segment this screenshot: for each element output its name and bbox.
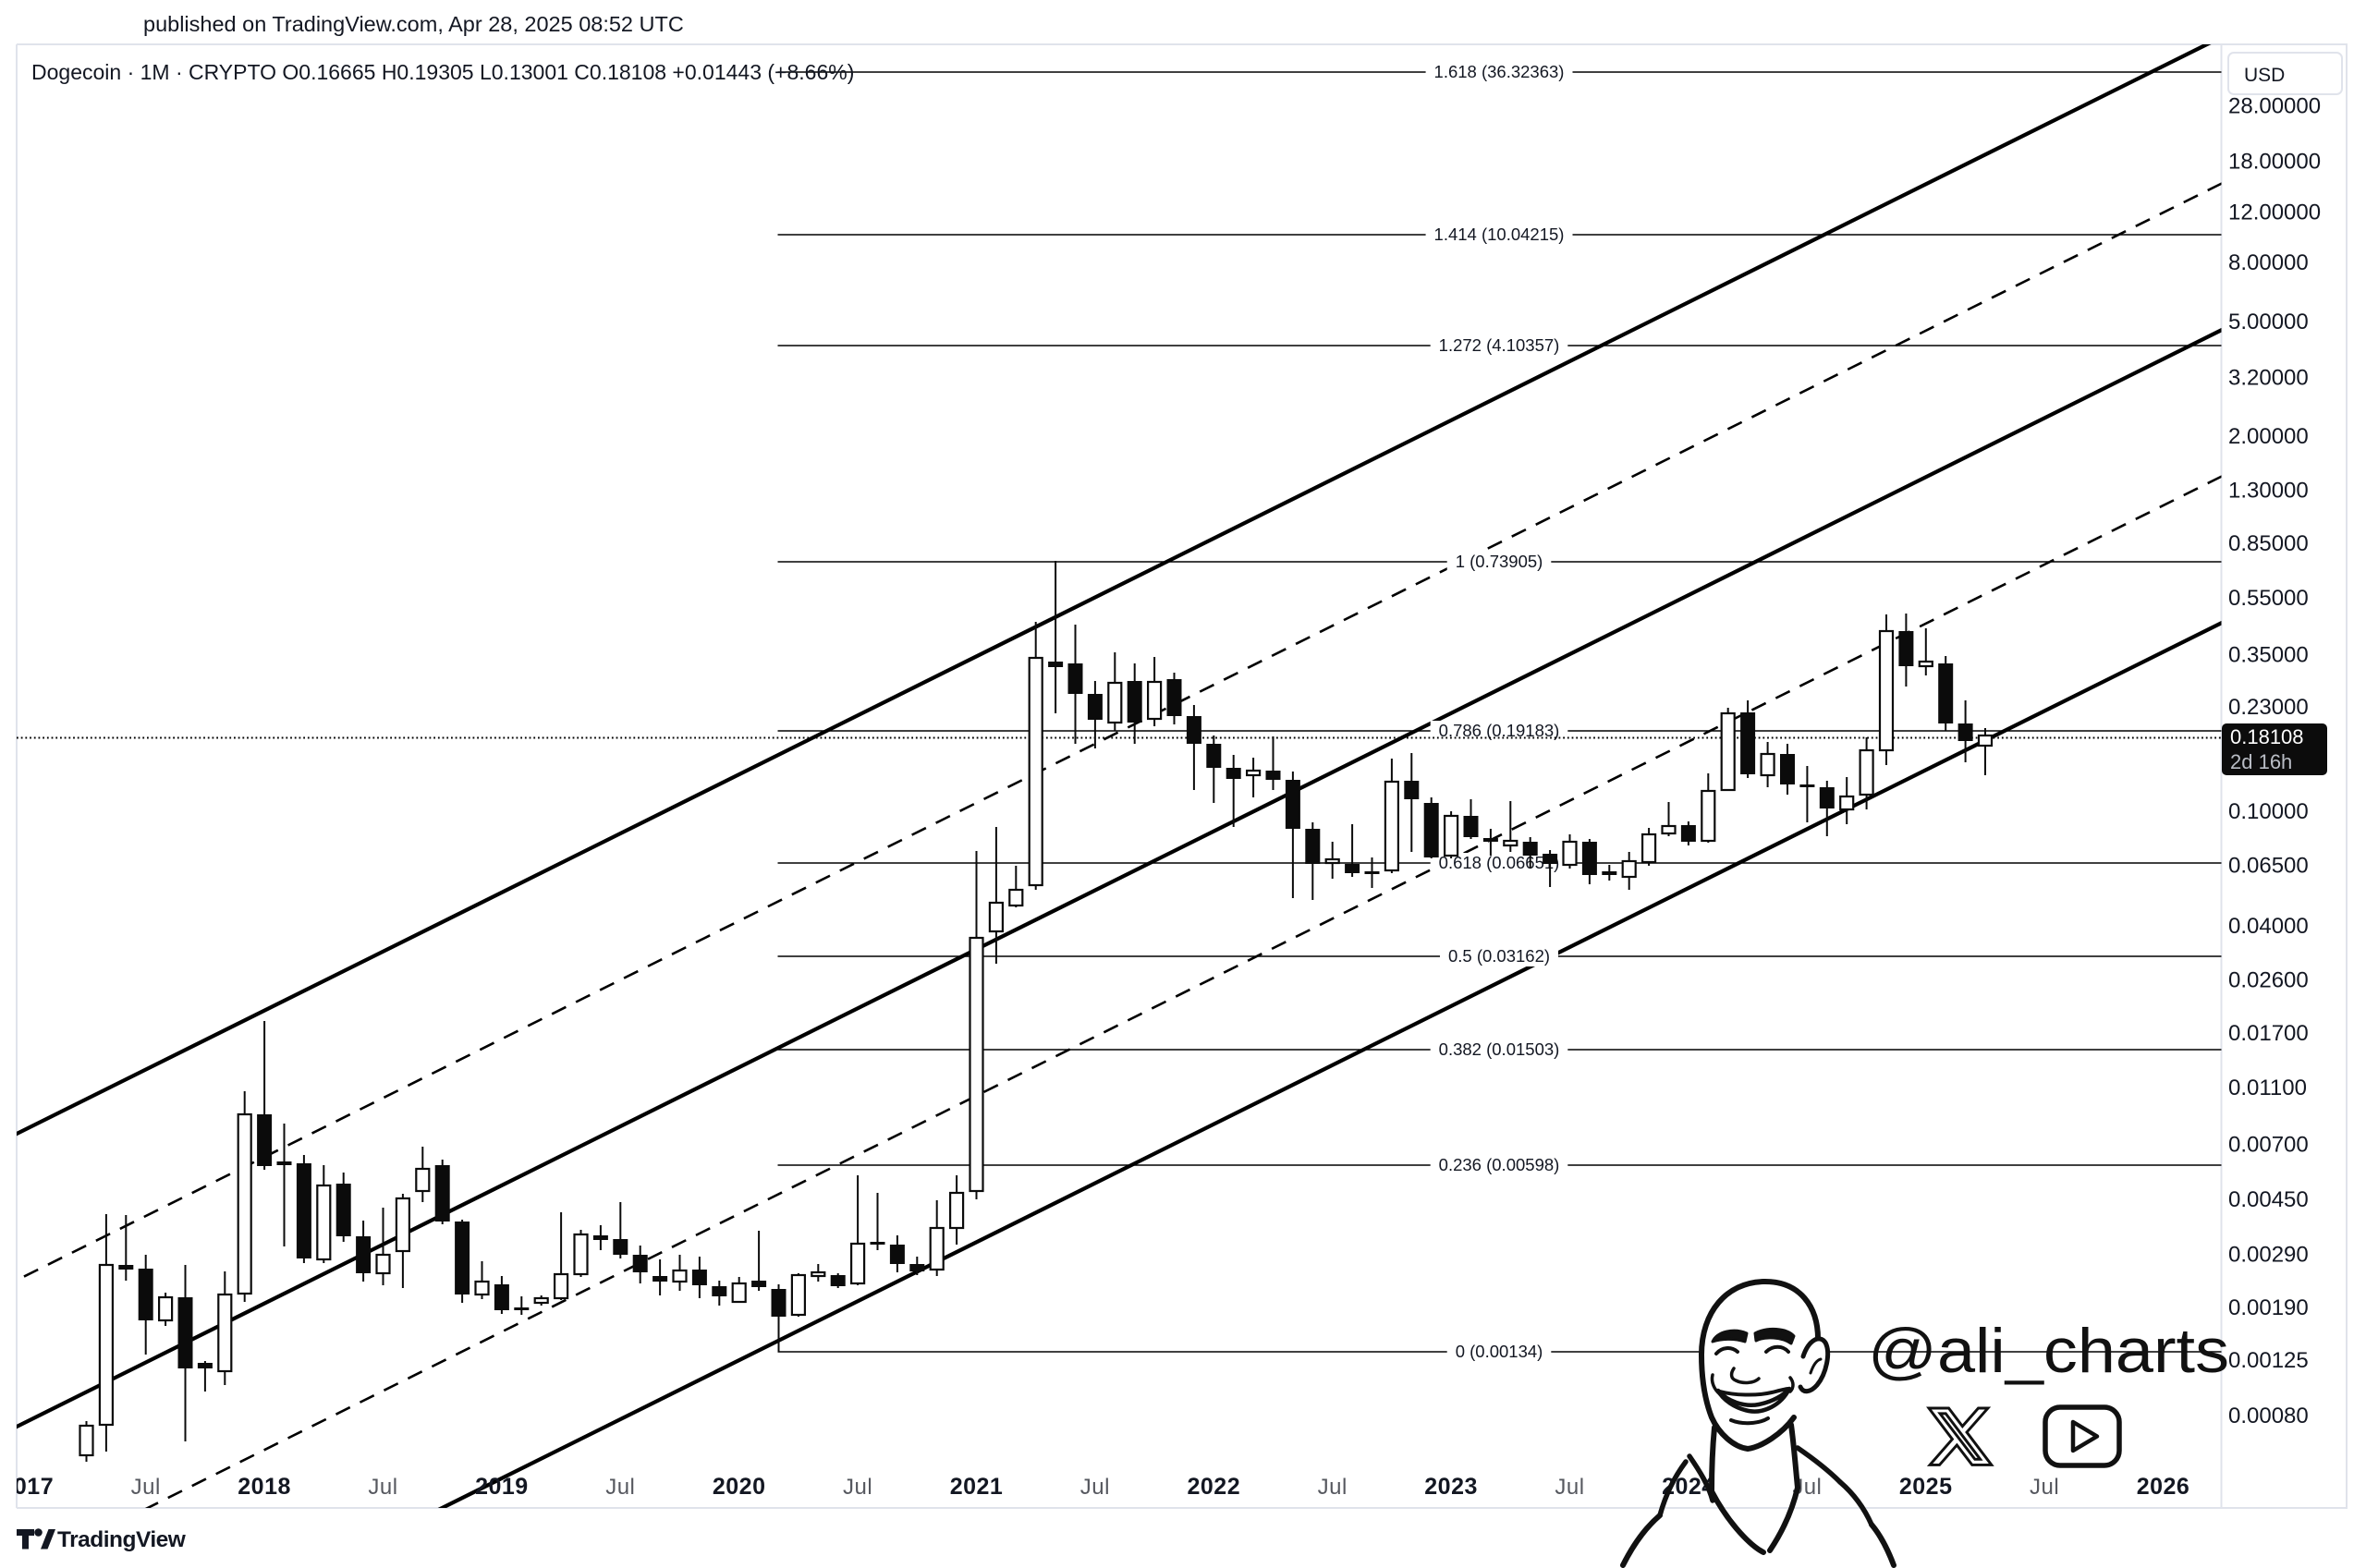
svg-text:Jul: Jul (1555, 1475, 1584, 1500)
svg-text:0.23000: 0.23000 (2228, 695, 2309, 720)
svg-text:Jul: Jul (843, 1475, 872, 1500)
svg-text:0.00450: 0.00450 (2228, 1187, 2309, 1212)
svg-text:0.18108: 0.18108 (2230, 725, 2304, 748)
svg-text:@ali_charts: @ali_charts (1868, 1316, 2229, 1386)
svg-text:0.55000: 0.55000 (2228, 586, 2309, 611)
svg-text:2017: 2017 (0, 1474, 54, 1500)
svg-text:0.00290: 0.00290 (2228, 1243, 2309, 1268)
svg-text:0.10000: 0.10000 (2228, 799, 2309, 824)
svg-text:2018: 2018 (238, 1474, 291, 1500)
svg-text:0.01100: 0.01100 (2228, 1076, 2307, 1100)
svg-text:0.5 (0.03162): 0.5 (0.03162) (1448, 946, 1550, 966)
svg-text:Jul: Jul (2030, 1475, 2059, 1500)
svg-text:0.00190: 0.00190 (2228, 1295, 2309, 1320)
svg-text:0.04000: 0.04000 (2228, 914, 2309, 939)
svg-text:18.00000: 18.00000 (2228, 149, 2321, 174)
svg-text:2019: 2019 (475, 1474, 529, 1500)
svg-text:0.02600: 0.02600 (2228, 968, 2309, 993)
svg-text:TradingView: TradingView (57, 1527, 187, 1552)
svg-text:0.786 (0.19183): 0.786 (0.19183) (1439, 721, 1560, 740)
svg-text:2022: 2022 (1187, 1474, 1240, 1500)
svg-text:0.01700: 0.01700 (2228, 1021, 2309, 1046)
svg-text:0.382 (0.01503): 0.382 (0.01503) (1439, 1039, 1560, 1059)
svg-text:0.00700: 0.00700 (2228, 1132, 2309, 1157)
svg-text:Jul: Jul (1318, 1475, 1348, 1500)
svg-text:0.618 (0.06651): 0.618 (0.06651) (1439, 853, 1560, 872)
svg-text:3.20000: 3.20000 (2228, 365, 2309, 390)
svg-text:Jul: Jul (1080, 1475, 1110, 1500)
svg-text:12.00000: 12.00000 (2228, 200, 2321, 225)
svg-text:0.00125: 0.00125 (2228, 1348, 2309, 1373)
svg-text:1.272 (4.10357): 1.272 (4.10357) (1439, 335, 1560, 355)
svg-text:2025: 2025 (1899, 1474, 1953, 1500)
svg-text:Jul: Jul (605, 1475, 635, 1500)
svg-text:2d 16h: 2d 16h (2230, 750, 2292, 773)
svg-text:1.30000: 1.30000 (2228, 478, 2309, 503)
svg-text:0.85000: 0.85000 (2228, 531, 2309, 556)
svg-text:8.00000: 8.00000 (2228, 250, 2309, 275)
svg-text:0 (0.00134): 0 (0.00134) (1456, 1342, 1543, 1361)
svg-text:2021: 2021 (950, 1474, 1004, 1500)
svg-text:5.00000: 5.00000 (2228, 310, 2309, 334)
svg-text:0.06500: 0.06500 (2228, 853, 2309, 878)
svg-text:1.414 (10.04215): 1.414 (10.04215) (1434, 225, 1565, 244)
svg-text:0.35000: 0.35000 (2228, 642, 2309, 667)
svg-text:Dogecoin · 1M · CRYPTO O0.1666: Dogecoin · 1M · CRYPTO O0.16665 H0.19305… (31, 60, 854, 84)
svg-text:1 (0.73905): 1 (0.73905) (1456, 552, 1543, 571)
svg-text:Jul: Jul (368, 1475, 397, 1500)
svg-text:2023: 2023 (1424, 1474, 1478, 1500)
svg-text:0.236 (0.00598): 0.236 (0.00598) (1439, 1155, 1560, 1174)
svg-text:USD: USD (2244, 65, 2285, 86)
svg-text:1.618 (36.32363): 1.618 (36.32363) (1434, 62, 1565, 81)
svg-text:0.00080: 0.00080 (2228, 1404, 2309, 1428)
svg-text:2026: 2026 (2137, 1474, 2190, 1500)
svg-text:28.00000: 28.00000 (2228, 94, 2321, 119)
svg-text:published on TradingView.com,: published on TradingView.com, Apr 28, 20… (143, 12, 684, 36)
svg-text:2020: 2020 (713, 1474, 766, 1500)
svg-text:2.00000: 2.00000 (2228, 424, 2309, 449)
svg-text:Jul: Jul (131, 1475, 161, 1500)
